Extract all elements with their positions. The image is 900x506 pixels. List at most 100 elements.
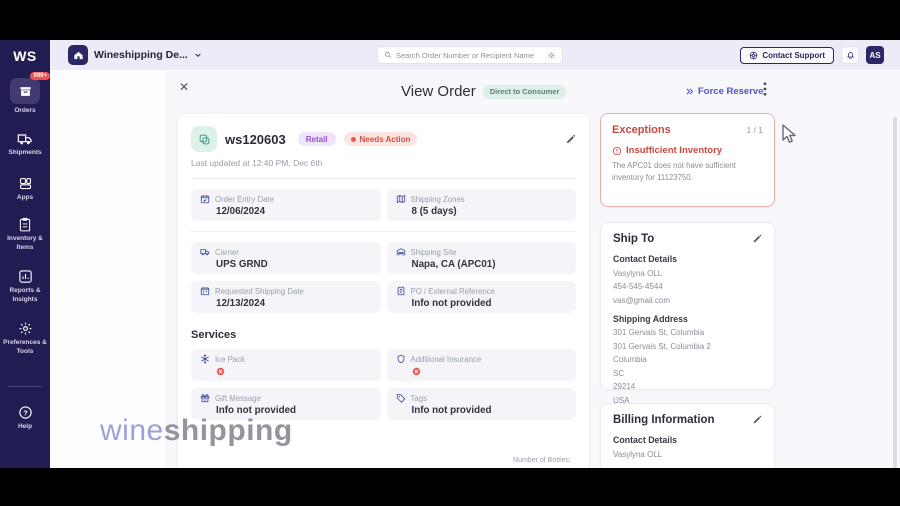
sidebar-label-apps: Apps — [16, 193, 34, 201]
ship-to-title: Ship To — [613, 233, 655, 245]
service-value: Info not provided — [411, 405, 492, 416]
field-shipping-site: Shipping Site Napa, CA (APC01) — [386, 242, 576, 274]
gear-icon — [18, 321, 33, 336]
services-grid: Ice Pack Additional Insuranc — [178, 349, 589, 420]
exception-description: The APC01 does not have sufficient inven… — [612, 161, 736, 183]
search-bar — [377, 46, 563, 64]
snowflake-icon — [200, 354, 210, 364]
page-content: ✕ View Order Direct to Consumer Force Re… — [50, 70, 900, 468]
order-fields-row1: Order Entry Date 12/06/2024 Shipping Zon… — [178, 189, 589, 221]
service-ice-pack: Ice Pack — [191, 349, 381, 381]
address-line: 301 Gervais St, Columbia — [613, 328, 705, 337]
order-type-badge: Retail — [297, 132, 336, 146]
shipping-address-heading: Shipping Address — [613, 313, 688, 324]
service-gift-message: Gift Message Info not provided — [191, 388, 381, 420]
field-label: Carrier — [215, 247, 239, 257]
address-line: 301 Gervais St, Columbia 2 — [613, 341, 711, 351]
sidebar-item-shipments[interactable]: Shipments — [0, 132, 50, 157]
service-denied-icon — [412, 367, 568, 376]
address-line: USA — [613, 395, 630, 405]
sidebar-item-reports[interactable]: Reports & Insights — [0, 269, 50, 304]
field-requested-shipping-date: Requested Shipping Date 12/13/2024 — [191, 281, 381, 313]
notifications-button[interactable] — [841, 46, 859, 64]
orders-count-badge: 999+ — [30, 72, 50, 80]
exception-name: Insufficient Inventory — [626, 145, 723, 156]
double-chevron-icon — [685, 87, 694, 96]
chevron-down-icon — [194, 51, 202, 59]
sidebar-item-apps[interactable]: Apps — [0, 176, 50, 202]
sidebar-label-orders: Orders — [14, 107, 36, 114]
user-avatar[interactable]: AS — [866, 46, 884, 64]
svg-text:?: ? — [23, 408, 28, 417]
search-settings-icon[interactable] — [547, 51, 556, 60]
contact-email: vas@gmail.com — [613, 295, 671, 305]
page-title: View Order — [401, 83, 476, 100]
truck-small-icon — [200, 247, 210, 257]
letterbox-bottom — [0, 468, 900, 506]
view-order-header: View Order Direct to Consumer — [401, 83, 567, 100]
gift-icon — [200, 393, 210, 403]
home-icon — [68, 45, 88, 65]
channel-badge: Direct to Consumer — [482, 84, 567, 99]
sidebar-item-orders[interactable]: 999+ Orders — [0, 72, 50, 115]
edit-ship-to-icon[interactable] — [752, 234, 762, 244]
account-name: Wineshipping De... — [94, 49, 188, 61]
sidebar-divider — [8, 385, 42, 387]
contact-details-heading: Contact Details — [613, 254, 678, 264]
search-icon — [384, 51, 392, 59]
sidebar-item-help[interactable]: ? Help — [0, 405, 50, 431]
close-icon[interactable]: ✕ — [179, 80, 190, 94]
sidebar-item-inventory[interactable]: Inventory & Items — [0, 217, 50, 252]
document-icon — [396, 286, 406, 296]
sidebar-label-reports: Reports & Insights — [9, 287, 41, 303]
search-input[interactable] — [396, 50, 547, 60]
billing-contact-name: Vasylyna OLL — [613, 449, 663, 459]
lifebuoy-icon — [749, 51, 758, 60]
topbar: Wineshipping De... C — [50, 40, 900, 70]
field-order-entry-date: Order Entry Date 12/06/2024 — [191, 189, 381, 221]
force-reserve-label: Force Reserve — [698, 86, 764, 97]
service-label: Ice Pack — [215, 354, 245, 364]
address-line: 29214 — [613, 382, 636, 391]
exceptions-card: Exceptions 1 / 1 Insufficient Inventory … — [600, 113, 775, 207]
ws-logo: WS — [13, 48, 37, 64]
calendar-check-icon — [200, 194, 210, 204]
clipboard-icon — [18, 217, 32, 232]
shield-icon — [396, 354, 406, 364]
field-shipping-zones: Shipping Zones 8 (5 days) — [386, 189, 576, 221]
sidebar-label-preferences: Preferences & Tools — [3, 339, 47, 355]
service-label: Additional Insurance — [410, 354, 482, 364]
sidebar-item-preferences[interactable]: Preferences & Tools — [0, 321, 50, 356]
sidebar: WS 999+ Orders Shipments — [0, 40, 50, 468]
status-label: Needs Action — [359, 134, 411, 144]
field-value: UPS GRND — [216, 259, 268, 270]
contact-support-label: Contact Support — [762, 50, 825, 60]
order-header-row: ws120603 Retail Needs Action — [178, 114, 589, 152]
field-value: 8 (5 days) — [411, 206, 457, 217]
divider — [191, 231, 576, 232]
chart-icon — [18, 269, 33, 284]
billing-contact-heading: Contact Details — [613, 435, 678, 445]
account-switcher[interactable]: Wineshipping De... — [68, 45, 202, 65]
topbar-actions: Contact Support AS — [740, 40, 884, 70]
contact-support-button[interactable]: Contact Support — [740, 46, 834, 64]
billing-title: Billing Information — [613, 414, 715, 426]
edit-billing-icon[interactable] — [752, 415, 762, 425]
vertical-scrollbar[interactable] — [893, 117, 897, 468]
contact-phone: 454-545-4544 — [613, 282, 663, 291]
field-po-reference: PO / External Reference Info not provide… — [386, 281, 576, 313]
force-reserve-button[interactable]: Force Reserve — [685, 86, 763, 97]
order-fields-rows23: Carrier UPS GRND Shipping Site N — [178, 242, 589, 313]
field-label: Shipping Zones — [410, 194, 465, 204]
address-line: SC — [613, 368, 625, 378]
field-carrier: Carrier UPS GRND — [191, 242, 381, 274]
mouse-cursor — [781, 124, 798, 145]
field-label: PO / External Reference — [410, 286, 496, 296]
more-options-icon[interactable] — [763, 82, 767, 96]
services-heading: Services — [191, 329, 237, 341]
sidebar-label-inventory: Inventory & Items — [7, 235, 43, 251]
edit-order-icon[interactable] — [565, 134, 576, 145]
watermark-wine: wine — [100, 414, 164, 447]
field-value: Info not provided — [411, 298, 492, 309]
